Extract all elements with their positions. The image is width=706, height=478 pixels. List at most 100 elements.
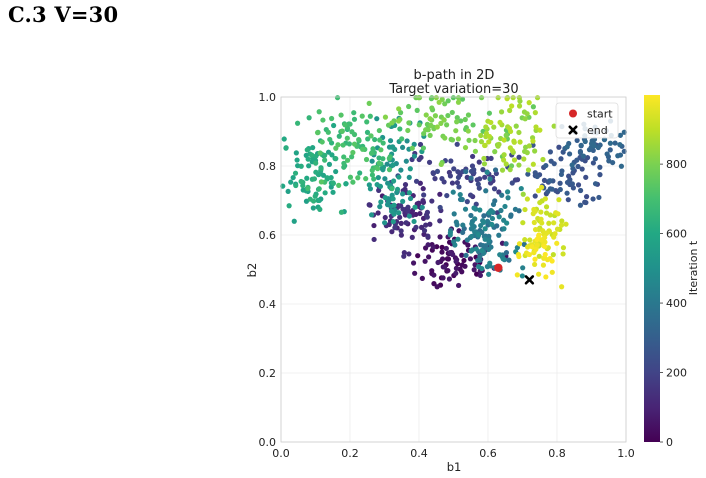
path-point xyxy=(556,144,562,150)
path-point xyxy=(477,207,483,213)
path-point xyxy=(439,249,445,255)
path-point xyxy=(591,142,597,148)
path-point xyxy=(549,258,555,264)
path-point xyxy=(509,180,515,186)
path-point xyxy=(607,140,613,146)
path-point xyxy=(390,196,396,202)
path-point xyxy=(318,179,324,185)
path-point xyxy=(288,179,294,185)
path-point xyxy=(564,179,571,186)
path-point xyxy=(486,210,492,216)
path-point xyxy=(544,230,550,236)
path-point xyxy=(569,162,575,168)
path-point xyxy=(465,242,471,248)
path-point xyxy=(380,140,386,146)
start-marker xyxy=(494,263,503,272)
path-point xyxy=(499,192,505,198)
path-point xyxy=(391,202,397,208)
path-point xyxy=(532,261,538,268)
path-point xyxy=(407,166,413,172)
path-point xyxy=(597,164,603,170)
path-point xyxy=(398,228,404,234)
path-point xyxy=(510,95,516,101)
path-point xyxy=(475,232,482,238)
path-point xyxy=(439,244,445,250)
colorbar-tick-label: 400 xyxy=(666,297,687,310)
path-point xyxy=(364,119,370,125)
path-point xyxy=(488,119,494,126)
path-point xyxy=(563,221,569,227)
path-point xyxy=(462,263,468,269)
path-point xyxy=(503,132,509,138)
path-point xyxy=(387,138,394,144)
path-point xyxy=(497,252,503,258)
y-tick-label: 1.0 xyxy=(259,91,277,104)
path-point xyxy=(333,168,339,175)
colorbar-ticks: 0 200 400 600 800 xyxy=(660,158,687,449)
colorbar-tick-label: 0 xyxy=(666,436,673,449)
colorbar-gradient xyxy=(644,95,660,442)
path-point xyxy=(426,159,433,165)
path-point xyxy=(438,161,444,167)
path-point xyxy=(574,157,580,163)
path-point xyxy=(542,251,548,258)
end-marker xyxy=(524,275,535,285)
path-point xyxy=(405,208,411,214)
path-point xyxy=(536,271,542,277)
path-point xyxy=(283,145,289,151)
path-point xyxy=(443,245,449,252)
path-point xyxy=(357,170,363,176)
path-point xyxy=(322,190,328,196)
path-point xyxy=(482,236,488,242)
x-tick-label: 0.0 xyxy=(272,447,290,460)
path-point xyxy=(604,151,610,157)
path-point xyxy=(406,174,412,181)
path-point xyxy=(481,213,487,219)
path-point xyxy=(461,257,467,264)
path-point xyxy=(413,178,420,184)
path-point xyxy=(578,187,584,194)
path-point xyxy=(372,136,378,143)
path-point xyxy=(290,174,296,181)
path-point xyxy=(483,124,489,130)
path-point xyxy=(541,177,548,183)
y-axis-label: b2 xyxy=(245,263,259,278)
path-point xyxy=(429,105,435,111)
path-point xyxy=(592,156,598,162)
path-point xyxy=(526,100,532,106)
path-point xyxy=(438,120,444,126)
path-point xyxy=(615,153,621,159)
path-point xyxy=(330,180,336,186)
path-point xyxy=(327,136,333,143)
path-point xyxy=(416,156,422,163)
path-point xyxy=(441,117,447,123)
path-point xyxy=(464,237,470,243)
path-point xyxy=(470,122,476,128)
colorbar-tick-label: 600 xyxy=(666,228,687,241)
path-point xyxy=(500,256,506,262)
path-point xyxy=(547,149,553,155)
path-point xyxy=(333,145,339,151)
path-point xyxy=(473,246,479,252)
path-point xyxy=(489,215,496,222)
path-point xyxy=(514,244,520,251)
path-point xyxy=(409,145,415,151)
path-point xyxy=(595,144,601,151)
path-point xyxy=(294,157,300,163)
path-point xyxy=(549,186,555,192)
path-point xyxy=(404,138,410,144)
path-point xyxy=(407,195,414,202)
path-point xyxy=(376,155,382,161)
path-point xyxy=(491,124,497,130)
path-point xyxy=(313,169,319,175)
path-point xyxy=(427,116,433,122)
path-point xyxy=(310,198,317,204)
path-point xyxy=(525,167,532,173)
path-point xyxy=(312,193,318,199)
path-point xyxy=(499,167,506,173)
path-point xyxy=(467,256,474,262)
path-point xyxy=(416,122,422,128)
legend: start end xyxy=(555,102,619,139)
path-point xyxy=(377,204,383,210)
path-point xyxy=(455,169,461,175)
